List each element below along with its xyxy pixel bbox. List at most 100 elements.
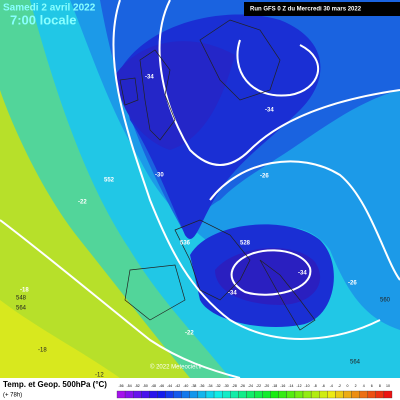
contour-label: 564 xyxy=(350,360,361,366)
scale-cell xyxy=(262,390,271,399)
scale-cell xyxy=(165,390,174,399)
scale-label: -24 xyxy=(248,384,253,388)
scale-label: -56 xyxy=(119,384,124,388)
contour-label: 536 xyxy=(180,241,191,247)
scale-cell xyxy=(270,390,279,399)
scale-label: 4 xyxy=(363,384,365,388)
contour-label: 528 xyxy=(240,241,251,247)
forecast-date: Samedi 2 avril 2022 xyxy=(3,3,96,14)
scale-cell xyxy=(157,390,166,399)
scale-label: 6 xyxy=(371,384,373,388)
scale-cell xyxy=(141,390,150,399)
scale-cell xyxy=(230,390,239,399)
footer-title: Temp. et Geop. 500hPa (°C) xyxy=(3,380,107,389)
coastlines xyxy=(119,19,316,331)
credit: © 2022 Meteociel.fr xyxy=(150,364,202,371)
scale-label: 2 xyxy=(355,384,357,388)
scale-label: -38 xyxy=(191,384,196,388)
scale-label: -54 xyxy=(127,384,132,388)
contour-label: -18 xyxy=(20,288,29,294)
scale-label: -2 xyxy=(338,384,341,388)
scale-cell xyxy=(327,390,336,399)
map-field xyxy=(0,0,400,378)
scale-label: -48 xyxy=(151,384,156,388)
scale-label: -4 xyxy=(330,384,333,388)
scale-label: 0 xyxy=(347,384,349,388)
scale-cell xyxy=(116,390,126,399)
scale-cell xyxy=(189,390,199,399)
scale-cell xyxy=(173,390,182,399)
contour-labels: -34 -34 -30 552 536 -26 -22 -18 528 -34 … xyxy=(16,75,391,379)
run-info: Run GFS 0 Z du Mercredi 30 mars 2022 xyxy=(250,7,362,13)
scale-label: -14 xyxy=(288,384,293,388)
scale-cell xyxy=(343,390,352,399)
scale-label: -50 xyxy=(143,384,148,388)
scale-label: -30 xyxy=(224,384,229,388)
scale-cell xyxy=(149,390,158,399)
scale-cell xyxy=(238,390,247,399)
scale-cell xyxy=(310,390,320,399)
scale-cell xyxy=(124,390,134,399)
scale-label: -28 xyxy=(232,384,237,388)
contour-label: -34 xyxy=(265,108,274,114)
contour-label: 552 xyxy=(104,178,115,184)
scale-cell xyxy=(221,390,231,399)
scale-cell xyxy=(213,390,223,399)
run-box xyxy=(244,2,400,16)
scale-cell xyxy=(133,390,142,399)
contour-label: -22 xyxy=(185,331,194,337)
scale-label: -32 xyxy=(216,384,221,388)
scale-cell xyxy=(351,390,360,399)
footer-lead: (+ 78h) xyxy=(3,393,22,399)
scale-label: -36 xyxy=(199,384,204,388)
scale-cell xyxy=(319,390,328,399)
scale-label: -10 xyxy=(305,384,310,388)
scale-label: -12 xyxy=(296,384,301,388)
scale-label: -34 xyxy=(207,384,212,388)
scale-label: -52 xyxy=(135,384,140,388)
scale-cell xyxy=(286,390,296,399)
contour-label: 564 xyxy=(16,306,27,312)
contour-label: 548 xyxy=(16,296,27,302)
scale-cell xyxy=(359,390,368,399)
forecast-time: 7:00 locale xyxy=(10,12,77,27)
contour-label: -22 xyxy=(78,200,87,206)
scale-cell xyxy=(294,390,304,399)
contour-label: -34 xyxy=(228,291,237,297)
scale-label: -18 xyxy=(272,384,277,388)
contour-label: -26 xyxy=(260,174,269,180)
contour-label: -30 xyxy=(155,173,164,179)
scale-cell xyxy=(302,390,312,399)
contour-label: -34 xyxy=(298,271,307,277)
scale-label: -6 xyxy=(322,384,325,388)
contour-label: -12 xyxy=(95,373,104,379)
scale-cell xyxy=(181,390,190,399)
contour-label: -34 xyxy=(145,75,154,81)
scale-cell xyxy=(383,390,393,399)
scale-label: -26 xyxy=(240,384,245,388)
scale-label: -40 xyxy=(183,384,188,388)
scale-label: 8 xyxy=(379,384,381,388)
color-scale: -56 -54 -52 -50 -48 -46 -44 -42 -40 -38 -36 -34 -32-… xyxy=(116,384,393,399)
scale-label: -22 xyxy=(256,384,261,388)
scale-cell xyxy=(278,390,288,399)
scale-cell xyxy=(254,390,263,399)
scale-label: -42 xyxy=(175,384,180,388)
contour-label: 560 xyxy=(380,298,391,304)
scale-cell xyxy=(375,390,385,399)
scale-cell xyxy=(335,390,344,399)
scale-cell xyxy=(197,390,207,399)
scale-label: -46 xyxy=(159,384,164,388)
contour-label: -18 xyxy=(38,348,47,354)
scale-label: -8 xyxy=(314,384,317,388)
contour-label: -26 xyxy=(348,281,357,287)
scale-label: -16 xyxy=(280,384,285,388)
scale-cell xyxy=(246,390,255,399)
scale-label: -44 xyxy=(167,384,172,388)
contours xyxy=(112,0,400,340)
scale-cell xyxy=(205,390,215,399)
scale-label: -20 xyxy=(264,384,269,388)
scale-label: 10 xyxy=(386,384,390,388)
scale-cell xyxy=(367,390,376,399)
